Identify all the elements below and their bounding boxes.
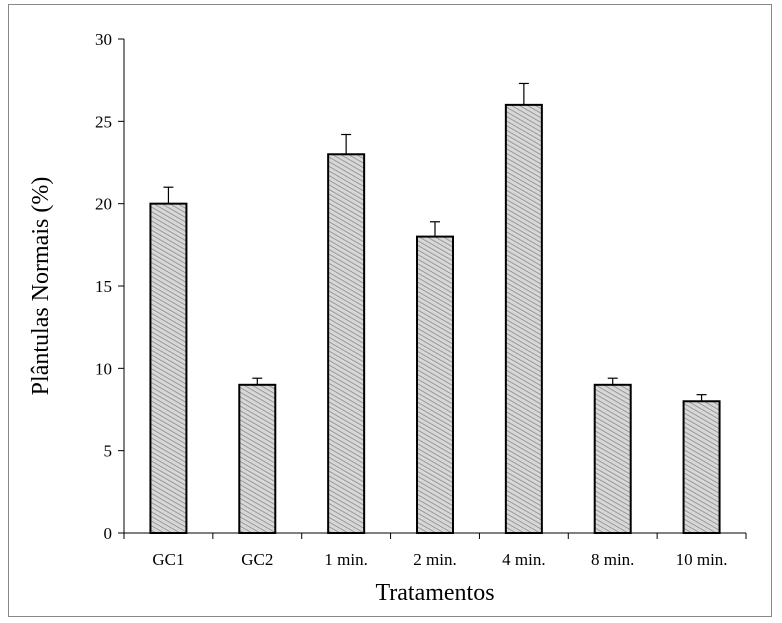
y-tick-label: 15 [95,277,112,296]
x-tick-label: 1 min. [324,550,367,569]
y-tick-label: 20 [95,195,112,214]
x-tick-label: 2 min. [413,550,456,569]
x-tick-label: GC2 [241,550,273,569]
x-tick-label: 10 min. [676,550,728,569]
bar [504,103,543,534]
bar [149,202,188,535]
bar [416,235,454,534]
bar [682,400,721,534]
x-tick-label: 8 min. [591,550,634,569]
bar [238,383,277,534]
x-tick-label: GC1 [152,550,184,569]
y-axis-ticks: 0 5 10 15 20 25 30 [95,30,124,543]
bar [593,383,632,534]
bars [149,103,721,535]
bar [327,153,366,534]
x-tick-label: 4 min. [502,550,545,569]
y-axis-title: Plântulas Normais (%) [28,177,54,396]
y-tick-label: 25 [95,112,112,131]
y-tick-label: 30 [95,30,112,49]
y-tick-label: 10 [95,359,112,378]
y-tick-label: 5 [104,442,113,461]
x-axis-ticks: GC1 GC2 1 min. 2 min. 4 min. 8 min. 10 min. [123,533,747,569]
y-tick-label: 0 [104,524,113,543]
chart-frame [8,4,772,617]
error-bars [163,82,707,402]
x-axis-title: Tratamentos [375,580,494,606]
